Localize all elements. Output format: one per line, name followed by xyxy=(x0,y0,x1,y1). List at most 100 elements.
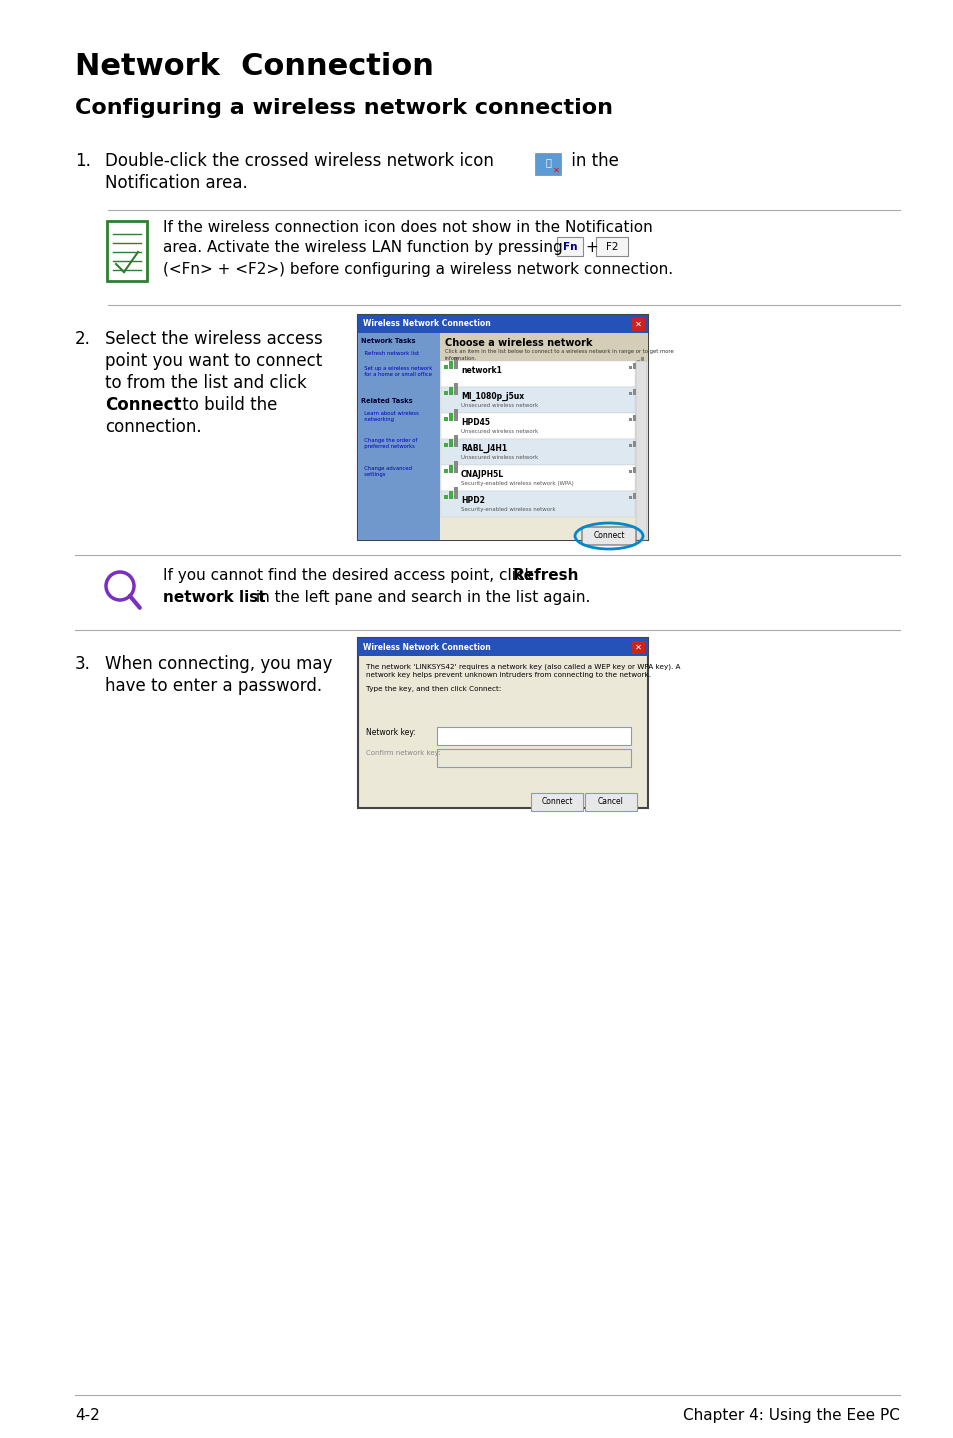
FancyBboxPatch shape xyxy=(443,469,448,473)
Text: Notification area.: Notification area. xyxy=(105,174,248,193)
FancyBboxPatch shape xyxy=(633,493,636,499)
FancyBboxPatch shape xyxy=(440,464,635,490)
Text: Unsecured wireless network: Unsecured wireless network xyxy=(460,429,537,434)
FancyBboxPatch shape xyxy=(449,439,453,447)
Text: in the: in the xyxy=(565,152,618,170)
FancyBboxPatch shape xyxy=(637,385,639,395)
FancyBboxPatch shape xyxy=(436,728,630,745)
Text: Network Tasks: Network Tasks xyxy=(360,338,416,344)
Text: Wireless Network Connection: Wireless Network Connection xyxy=(363,643,490,651)
Text: Security-enabled wireless network (WPA): Security-enabled wireless network (WPA) xyxy=(460,480,573,486)
FancyBboxPatch shape xyxy=(637,360,639,370)
Text: 3.: 3. xyxy=(75,654,91,673)
FancyBboxPatch shape xyxy=(633,467,636,473)
FancyBboxPatch shape xyxy=(640,408,643,421)
FancyBboxPatch shape xyxy=(107,221,147,280)
Text: Related Tasks: Related Tasks xyxy=(360,398,413,404)
Text: Security-enabled wireless network: Security-enabled wireless network xyxy=(460,508,555,512)
Text: The network 'LINKSYS42' requires a network key (also called a WEP key or WPA key: The network 'LINKSYS42' requires a netwo… xyxy=(366,664,679,692)
Text: information.: information. xyxy=(444,357,476,361)
Text: 4-2: 4-2 xyxy=(75,1408,100,1424)
Text: HPD45: HPD45 xyxy=(460,418,490,427)
FancyBboxPatch shape xyxy=(449,361,453,370)
FancyBboxPatch shape xyxy=(443,443,448,447)
Text: Change advanced
  settings: Change advanced settings xyxy=(360,466,412,477)
FancyBboxPatch shape xyxy=(449,387,453,395)
FancyBboxPatch shape xyxy=(640,357,643,370)
FancyBboxPatch shape xyxy=(443,391,448,395)
Text: Set up a wireless network
  for a home or small office: Set up a wireless network for a home or … xyxy=(360,367,432,377)
Text: ✕: ✕ xyxy=(552,165,558,174)
FancyBboxPatch shape xyxy=(636,361,646,541)
Text: Learn about wireless
  networking: Learn about wireless networking xyxy=(360,411,418,421)
FancyBboxPatch shape xyxy=(440,439,635,464)
Text: connection.: connection. xyxy=(105,418,201,436)
Text: If the wireless connection icon does not show in the Notification: If the wireless connection icon does not… xyxy=(163,220,652,234)
FancyBboxPatch shape xyxy=(443,495,448,499)
Text: CNAJPH5L: CNAJPH5L xyxy=(460,470,503,479)
FancyBboxPatch shape xyxy=(581,526,636,545)
FancyBboxPatch shape xyxy=(454,462,457,473)
FancyBboxPatch shape xyxy=(449,413,453,421)
FancyBboxPatch shape xyxy=(628,470,631,473)
FancyBboxPatch shape xyxy=(631,641,644,654)
FancyBboxPatch shape xyxy=(454,383,457,395)
FancyBboxPatch shape xyxy=(454,436,457,447)
FancyBboxPatch shape xyxy=(633,441,636,447)
FancyBboxPatch shape xyxy=(357,315,647,541)
Text: point you want to connect: point you want to connect xyxy=(105,352,322,370)
FancyBboxPatch shape xyxy=(357,315,647,334)
FancyBboxPatch shape xyxy=(640,436,643,447)
Text: to from the list and click: to from the list and click xyxy=(105,374,307,393)
FancyBboxPatch shape xyxy=(637,413,639,421)
Text: Choose a wireless network: Choose a wireless network xyxy=(444,338,592,348)
Text: Unsecured wireless network: Unsecured wireless network xyxy=(460,454,537,460)
FancyBboxPatch shape xyxy=(631,318,644,331)
Text: ✕: ✕ xyxy=(635,319,641,328)
FancyBboxPatch shape xyxy=(628,367,631,370)
Text: Connect: Connect xyxy=(105,395,181,414)
FancyBboxPatch shape xyxy=(633,362,636,370)
FancyBboxPatch shape xyxy=(531,792,582,811)
FancyBboxPatch shape xyxy=(640,462,643,473)
FancyBboxPatch shape xyxy=(454,487,457,499)
FancyBboxPatch shape xyxy=(440,361,635,387)
Text: 2.: 2. xyxy=(75,329,91,348)
Text: Double-click the crossed wireless network icon: Double-click the crossed wireless networ… xyxy=(105,152,494,170)
FancyBboxPatch shape xyxy=(454,357,457,370)
Text: area. Activate the wireless LAN function by pressing: area. Activate the wireless LAN function… xyxy=(163,240,562,255)
Text: in the left pane and search in the list again.: in the left pane and search in the list … xyxy=(251,590,590,605)
FancyBboxPatch shape xyxy=(637,439,639,447)
Text: MI_1080p_j5ux: MI_1080p_j5ux xyxy=(460,393,523,401)
FancyBboxPatch shape xyxy=(440,413,635,439)
Text: Wireless Network Connection: Wireless Network Connection xyxy=(363,319,490,328)
FancyBboxPatch shape xyxy=(628,393,631,395)
Text: Unsecured wireless network: Unsecured wireless network xyxy=(460,403,537,408)
FancyBboxPatch shape xyxy=(628,418,631,421)
FancyBboxPatch shape xyxy=(640,383,643,395)
FancyBboxPatch shape xyxy=(640,487,643,499)
Text: When connecting, you may: When connecting, you may xyxy=(105,654,332,673)
FancyBboxPatch shape xyxy=(633,390,636,395)
FancyBboxPatch shape xyxy=(596,237,627,256)
FancyBboxPatch shape xyxy=(439,334,647,361)
FancyBboxPatch shape xyxy=(449,490,453,499)
FancyBboxPatch shape xyxy=(637,464,639,473)
Text: RABL_J4H1: RABL_J4H1 xyxy=(460,444,507,453)
Text: ✕: ✕ xyxy=(635,643,641,651)
FancyBboxPatch shape xyxy=(557,237,582,256)
Text: Connect: Connect xyxy=(540,798,572,807)
FancyBboxPatch shape xyxy=(535,152,560,175)
Text: F2: F2 xyxy=(605,242,618,252)
Text: If you cannot find the desired access point, click: If you cannot find the desired access po… xyxy=(163,568,537,582)
Text: Confirm network key:: Confirm network key: xyxy=(366,751,440,756)
FancyBboxPatch shape xyxy=(633,416,636,421)
Text: (<Fn> + <F2>) before configuring a wireless network connection.: (<Fn> + <F2>) before configuring a wirel… xyxy=(163,262,673,278)
Text: Configuring a wireless network connection: Configuring a wireless network connectio… xyxy=(75,98,613,118)
Text: Network key:: Network key: xyxy=(366,728,416,738)
FancyBboxPatch shape xyxy=(357,638,647,808)
FancyBboxPatch shape xyxy=(440,490,635,518)
FancyBboxPatch shape xyxy=(443,417,448,421)
Text: Refresh: Refresh xyxy=(513,568,578,582)
Text: 📶: 📶 xyxy=(544,157,551,167)
